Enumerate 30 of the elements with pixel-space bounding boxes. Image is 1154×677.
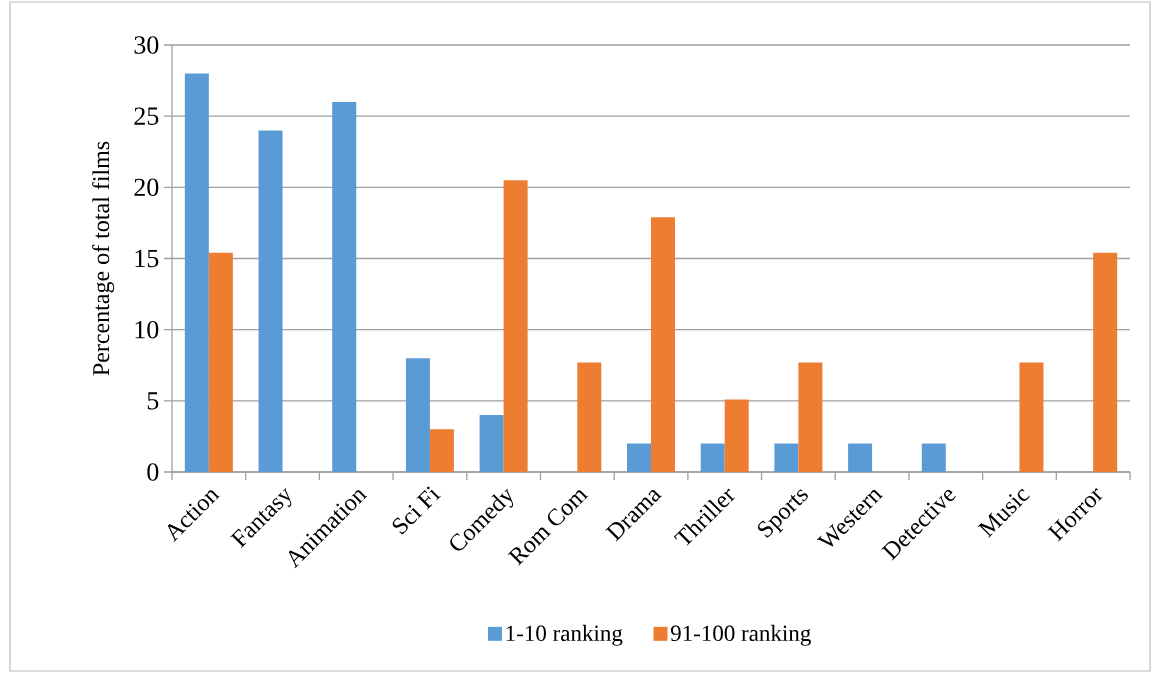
bar xyxy=(724,399,749,472)
legend-label: 1-10 ranking xyxy=(506,624,623,646)
y-tick-label: 30 xyxy=(134,36,159,54)
y-tick-label: 5 xyxy=(147,392,159,410)
y-tick-label: 20 xyxy=(134,178,159,197)
bar xyxy=(429,429,454,472)
bar xyxy=(479,415,504,472)
y-tick-label: 10 xyxy=(135,320,159,339)
legend-label: 91-100 ranking xyxy=(670,624,811,646)
bar xyxy=(258,130,283,472)
bar xyxy=(848,443,873,472)
bar xyxy=(503,180,528,472)
x-tick-label: Sci Fi xyxy=(392,486,441,535)
bar xyxy=(798,362,823,472)
bar xyxy=(332,101,357,472)
bar xyxy=(774,443,799,472)
y-tick-label: 0 xyxy=(147,463,159,481)
y-axis-title: Percentage of total films xyxy=(92,141,115,376)
bar xyxy=(208,252,233,472)
bar xyxy=(184,73,209,472)
bar xyxy=(627,443,652,472)
bar xyxy=(651,217,676,472)
bar xyxy=(700,443,725,472)
bar xyxy=(921,443,946,472)
y-tick-label: 15 xyxy=(135,249,159,268)
bar xyxy=(1019,362,1044,472)
bar xyxy=(405,358,430,472)
y-tick-label: 25 xyxy=(134,107,159,125)
bar xyxy=(577,362,602,472)
bar xyxy=(1093,252,1118,472)
